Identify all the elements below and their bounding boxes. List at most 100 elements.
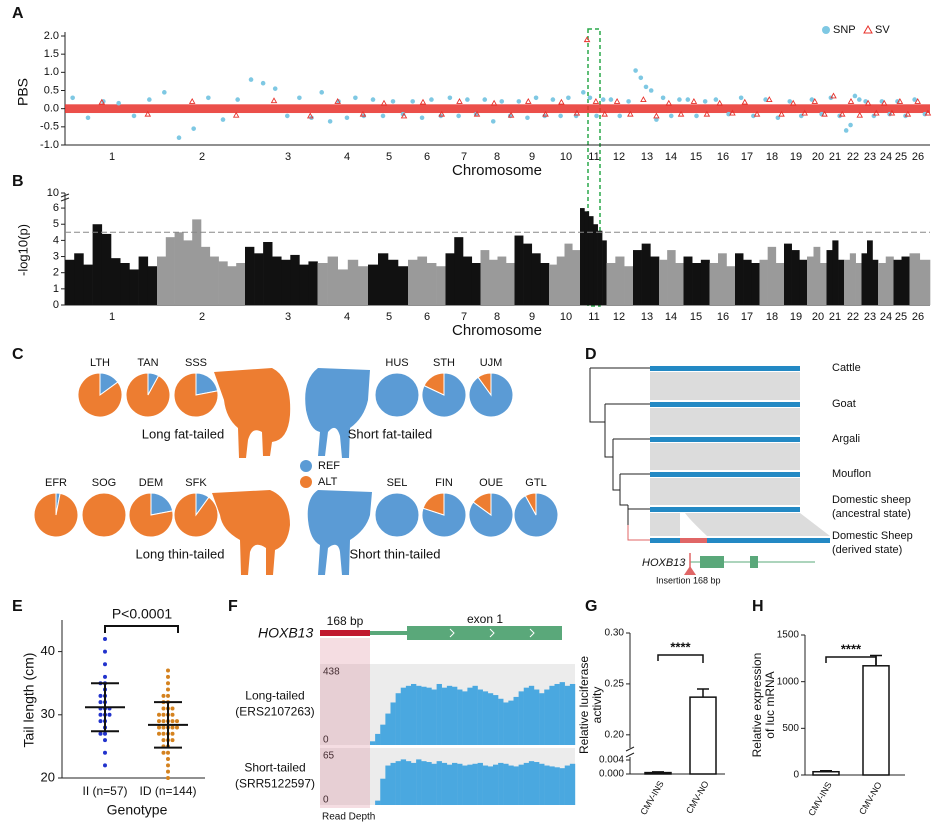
snp-point xyxy=(176,135,182,141)
x-tick-label: 11 xyxy=(588,311,599,323)
x-tick-label: 19 xyxy=(790,151,802,163)
sv-point xyxy=(766,96,773,103)
species-label: Mouflon xyxy=(832,468,871,480)
sv-point xyxy=(232,111,240,118)
depth-bar xyxy=(493,695,499,745)
axis-break xyxy=(60,193,70,202)
bar xyxy=(812,770,840,776)
x-tick-label: 21 xyxy=(829,151,841,163)
pie-slice xyxy=(128,492,174,538)
depth-bar xyxy=(534,762,540,805)
species-label: (derived state) xyxy=(832,544,902,556)
sv-point xyxy=(873,109,880,116)
y-tick-label: 0 xyxy=(53,299,59,311)
snp-column xyxy=(784,243,792,305)
snp-column xyxy=(593,224,598,305)
sv-point xyxy=(380,99,388,106)
x-tick-label: 12 xyxy=(613,311,625,323)
snp-point xyxy=(344,115,350,121)
species-label: Domestic Sheep xyxy=(832,530,913,542)
snp-point xyxy=(685,97,691,102)
x-tick-label: 15 xyxy=(690,311,702,323)
snp-point xyxy=(702,99,708,104)
snp-column xyxy=(872,259,879,305)
depth-bar xyxy=(544,689,550,745)
strand-arrow xyxy=(449,628,455,638)
x-tick-label: 14 xyxy=(665,151,677,163)
panel-label: C xyxy=(12,346,24,363)
depth-bar xyxy=(385,765,391,805)
snp-column xyxy=(337,269,349,305)
depth-bar xyxy=(441,687,448,745)
snp-column xyxy=(317,263,328,305)
y-tick-label: 5 xyxy=(53,218,59,230)
snp-point xyxy=(668,113,674,119)
sv-point xyxy=(864,99,872,106)
sv-point xyxy=(896,97,904,104)
sv-background xyxy=(65,104,930,114)
x-tick-label: 4 xyxy=(344,151,350,163)
snp-column xyxy=(388,259,399,305)
track-min: 0 xyxy=(323,795,329,806)
sv-point xyxy=(924,109,932,116)
snp-point xyxy=(525,115,530,121)
depth-bar xyxy=(569,683,576,745)
x-tick-label: 8 xyxy=(494,311,500,323)
sheep-long-fat xyxy=(214,368,291,458)
snp-column xyxy=(807,256,814,305)
y-tick-label: 40 xyxy=(41,643,55,658)
depth-bar xyxy=(370,741,376,745)
snp-column xyxy=(641,243,651,305)
data-point xyxy=(98,700,103,705)
x-tick-label: 24 xyxy=(880,151,892,163)
snp-point xyxy=(248,77,254,82)
snp-point xyxy=(566,95,571,101)
data-point xyxy=(170,719,175,724)
sv-point xyxy=(592,97,600,104)
sv-point xyxy=(419,98,427,105)
pie-label: DEM xyxy=(139,477,163,489)
x-tick-label: 10 xyxy=(560,311,572,323)
pie-label: SEL xyxy=(387,477,408,489)
annotation: **** xyxy=(841,641,862,656)
snp-point xyxy=(429,97,434,102)
sv-point xyxy=(789,99,797,106)
depth-bar xyxy=(431,763,437,805)
y-tick-label: 0.000 xyxy=(599,769,624,780)
snp-column xyxy=(272,256,282,305)
snp-point xyxy=(550,97,556,102)
sv-point xyxy=(653,112,660,119)
y-tick-label: 0.5 xyxy=(44,84,59,96)
x-tick-label: 9 xyxy=(529,311,535,323)
snp-column xyxy=(227,266,237,305)
sv-point xyxy=(665,99,673,106)
data-point xyxy=(175,725,179,730)
species-label: Cattle xyxy=(832,362,861,374)
sv-point xyxy=(847,97,855,104)
x-tick-label: 25 xyxy=(895,311,907,323)
snp-point xyxy=(600,97,606,102)
snp-column xyxy=(901,256,910,305)
y-tick-label: 0.0 xyxy=(44,103,59,115)
depth-bar xyxy=(400,759,407,805)
x-tick-label: 8 xyxy=(494,151,500,163)
data-point xyxy=(161,725,166,730)
snp-point xyxy=(660,95,666,101)
x-tick-label: 21 xyxy=(829,311,841,323)
snp-column xyxy=(878,263,887,305)
y-tick-label: -1.0 xyxy=(40,139,59,151)
sv-point xyxy=(456,97,463,104)
sv-point xyxy=(830,92,837,99)
x-tick-label: 16 xyxy=(717,311,729,323)
snp-column xyxy=(480,250,490,305)
snp-column xyxy=(445,253,455,305)
panel-label: A xyxy=(12,5,24,22)
intron-bar xyxy=(370,631,408,635)
snp-column xyxy=(893,259,902,305)
y-tick-label: 10 xyxy=(47,187,59,199)
sv-point xyxy=(888,109,896,116)
x-tick-label: 13 xyxy=(641,311,653,323)
snp-point xyxy=(319,90,325,95)
depth-bar xyxy=(528,761,535,805)
snp-column xyxy=(245,246,255,305)
